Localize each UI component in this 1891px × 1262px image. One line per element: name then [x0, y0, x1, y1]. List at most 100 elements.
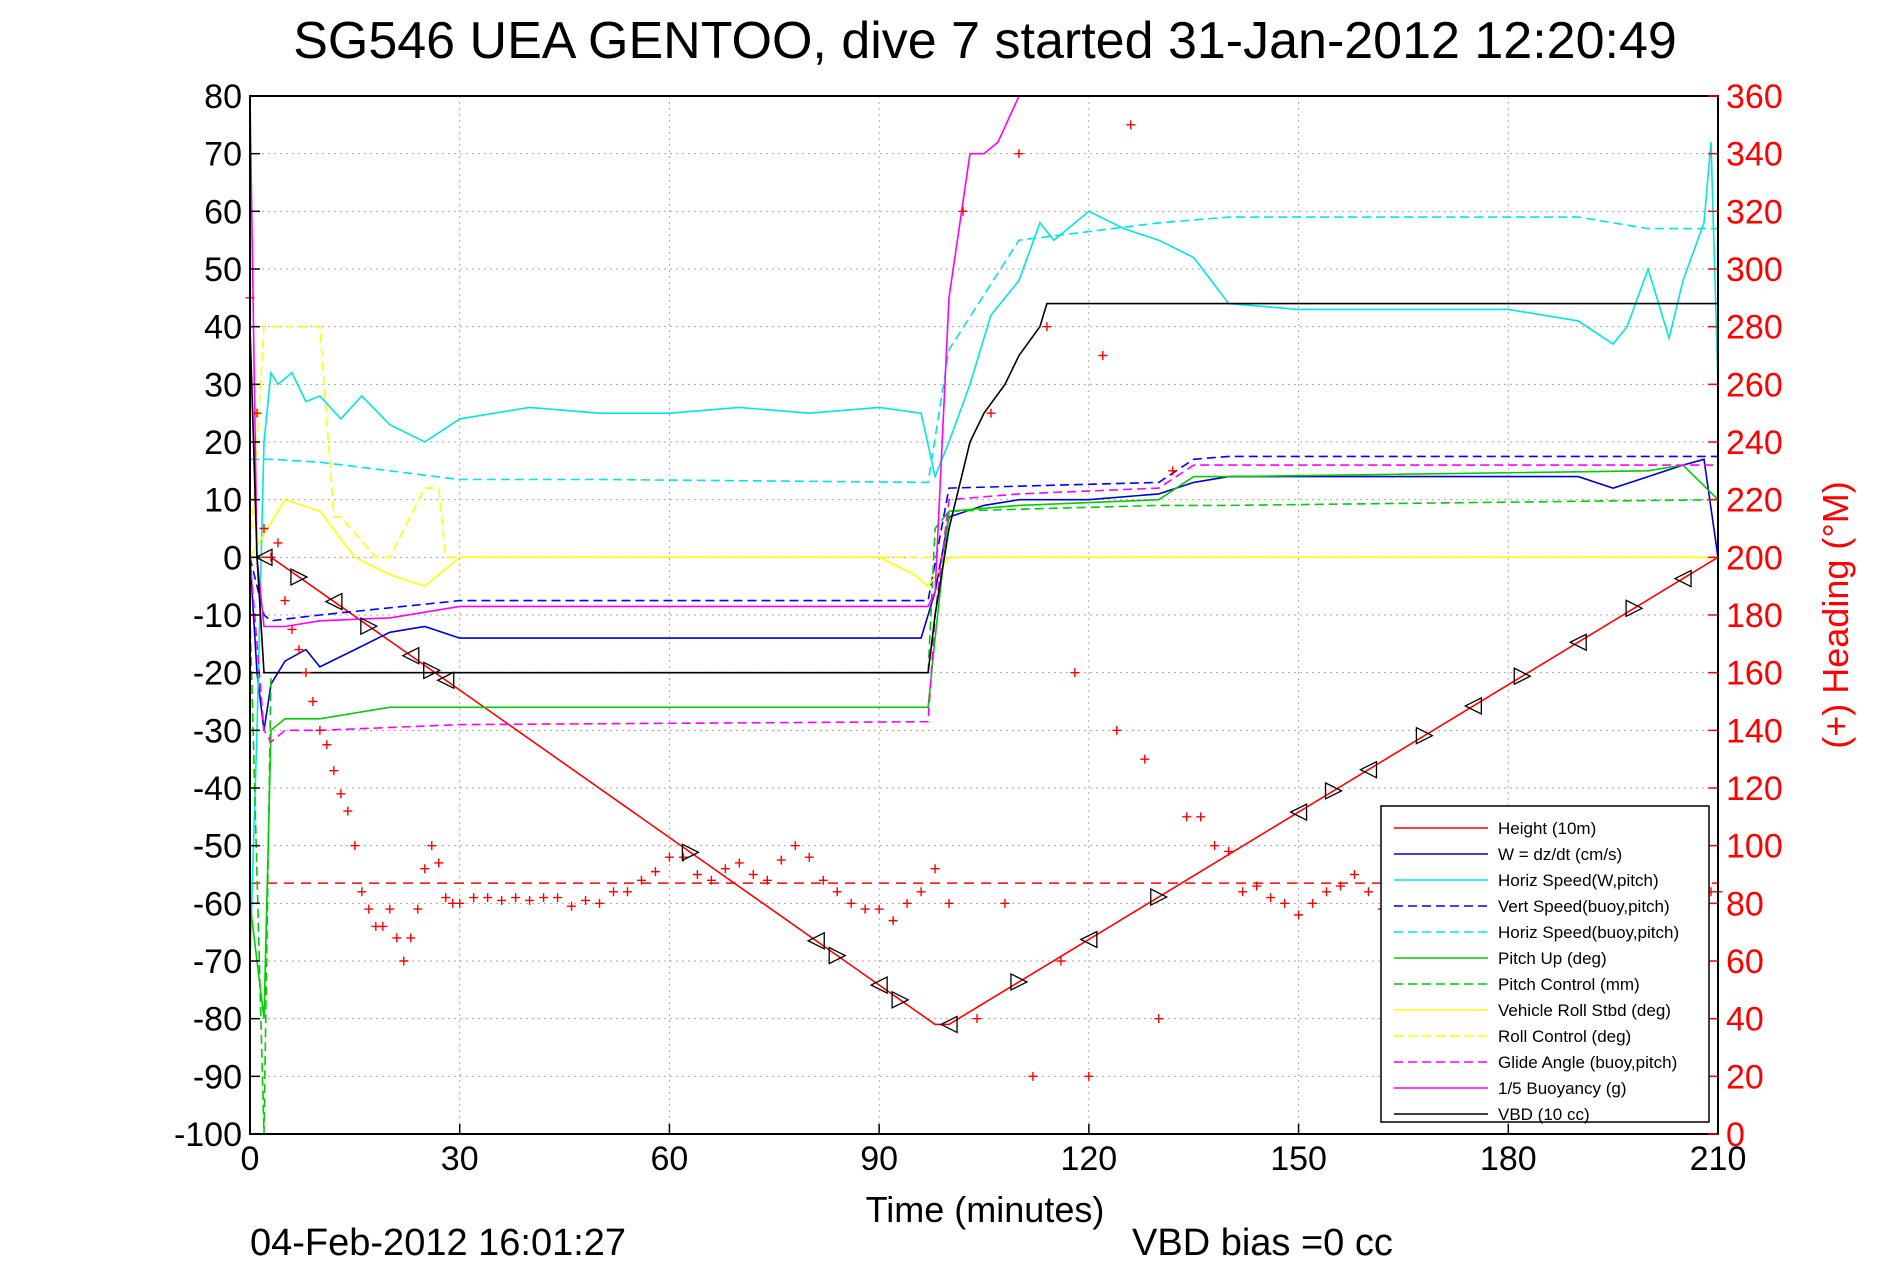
y2-tick-label: 100: [1726, 828, 1783, 866]
heading-marker: [972, 1014, 982, 1024]
y-tick-label: -20: [193, 655, 242, 693]
heading-marker: [1238, 887, 1248, 897]
depth-marker: [360, 617, 379, 636]
depth-marker: [324, 592, 343, 611]
heading-marker: [609, 887, 619, 897]
footer-vbd-bias: VBD bias =0 cc: [1132, 1222, 1393, 1262]
heading-marker: [706, 875, 716, 885]
heading-marker: [357, 887, 367, 897]
heading-marker: [294, 645, 304, 655]
y-tick-label: -80: [193, 1001, 242, 1039]
heading-marker: [1363, 887, 1373, 897]
heading-marker: [322, 740, 332, 750]
heading-marker: [1028, 1071, 1038, 1081]
y2-tick-label: 40: [1726, 1001, 1764, 1039]
y2-tick-label: 180: [1726, 597, 1783, 635]
heading-marker: [1042, 322, 1052, 332]
depth-marker: [1150, 887, 1169, 907]
x-tick-label: 60: [651, 1140, 689, 1178]
heading-marker: [497, 895, 507, 905]
y2-tick-label: 140: [1726, 712, 1783, 750]
y2-tick-label: 200: [1726, 539, 1783, 577]
depth-marker: [254, 548, 273, 567]
heading-marker: [860, 904, 870, 914]
y2-tick-label: 320: [1726, 193, 1783, 231]
y2-tick-label: 220: [1726, 482, 1783, 520]
legend-label: Horiz Speed(W,pitch): [1498, 871, 1659, 890]
y-tick-label: -100: [174, 1116, 242, 1154]
series-line-10: [249, 464, 1718, 744]
y-tick-label: 60: [204, 193, 242, 231]
heading-marker: [469, 893, 479, 903]
heading-marker: [734, 858, 744, 868]
heading-marker: [525, 895, 535, 905]
heading-marker: [888, 916, 898, 926]
y2-tick-label: 340: [1726, 136, 1783, 174]
x-tick-label: 210: [1690, 1140, 1747, 1178]
series-line-9: [249, 325, 1718, 559]
legend: Height (10m) W = dz/dt (cm/s) Horiz Speed(…: [1380, 805, 1710, 1124]
heading-marker: [1000, 898, 1010, 908]
heading-marker: [595, 898, 605, 908]
y2-tick-label: 360: [1726, 78, 1783, 116]
heading-marker: [1168, 466, 1178, 476]
heading-marker: [567, 901, 577, 911]
y-tick-label: 40: [204, 309, 242, 347]
legend-box: [1380, 805, 1710, 1123]
depth-marker: [939, 1015, 958, 1034]
heading-marker: [818, 875, 828, 885]
heading-marker: [266, 552, 276, 562]
heading-marker: [1252, 881, 1262, 891]
depth-marker: [1415, 726, 1434, 745]
series-line-3: [249, 142, 1719, 962]
heading-marker: [511, 893, 521, 903]
depth-marker: [1673, 569, 1692, 588]
y2-tick-label: 260: [1726, 366, 1783, 404]
heading-marker: [1196, 812, 1206, 822]
heading-marker: [385, 904, 395, 914]
heading-marker: [273, 538, 283, 548]
x-tick-label: 120: [1060, 1140, 1117, 1178]
heading-marker: [329, 766, 339, 776]
heading-marker: [539, 893, 549, 903]
heading-marker: [1308, 898, 1318, 908]
depth-marker: [1010, 972, 1029, 992]
heading-marker: [720, 864, 730, 874]
legend-label: Glide Angle (buoy,pitch): [1498, 1053, 1677, 1072]
y2-tick-label: 120: [1726, 770, 1783, 808]
heading-marker: [350, 841, 360, 851]
y-tick-label: -10: [193, 597, 242, 635]
heading-marker: [343, 806, 353, 816]
heading-marker: [1294, 910, 1304, 920]
heading-marker: [636, 875, 646, 885]
heading-marker: [581, 895, 591, 905]
legend-label: W = dz/dt (cm/s): [1498, 845, 1622, 864]
y2-tick-label: 160: [1726, 655, 1783, 693]
y-tick-label: 30: [204, 366, 242, 404]
heading-marker: [252, 408, 262, 418]
depth-marker: [891, 990, 910, 1009]
depth-marker: [869, 976, 888, 995]
depth-marker: [681, 843, 700, 862]
heading-marker: [1112, 725, 1122, 735]
heading-marker: [378, 921, 388, 931]
heading-marker: [930, 864, 940, 874]
heading-marker: [315, 725, 325, 735]
depth-marker: [1568, 633, 1587, 652]
footer-timestamp: 04-Feb-2012 16:01:27: [250, 1222, 626, 1262]
x-tick-label: 90: [860, 1140, 898, 1178]
heading-marker: [413, 904, 423, 914]
heading-marker: [1014, 149, 1024, 159]
heading-marker: [986, 408, 996, 418]
legend-label: Pitch Up (deg): [1498, 949, 1607, 968]
chart-title: SG546 UEA GENTOO, dive 7 started 31-Jan-…: [293, 12, 1677, 70]
heading-marker: [553, 893, 563, 903]
heading-marker: [308, 697, 318, 706]
y-tick-label: 70: [204, 136, 242, 174]
legend-label: Horiz Speed(buoy,pitch): [1498, 923, 1679, 942]
heading-marker: [664, 852, 674, 862]
heading-marker: [1336, 881, 1346, 891]
y2-tick-label: 60: [1726, 943, 1764, 981]
x-tick-label: 0: [241, 1140, 260, 1178]
